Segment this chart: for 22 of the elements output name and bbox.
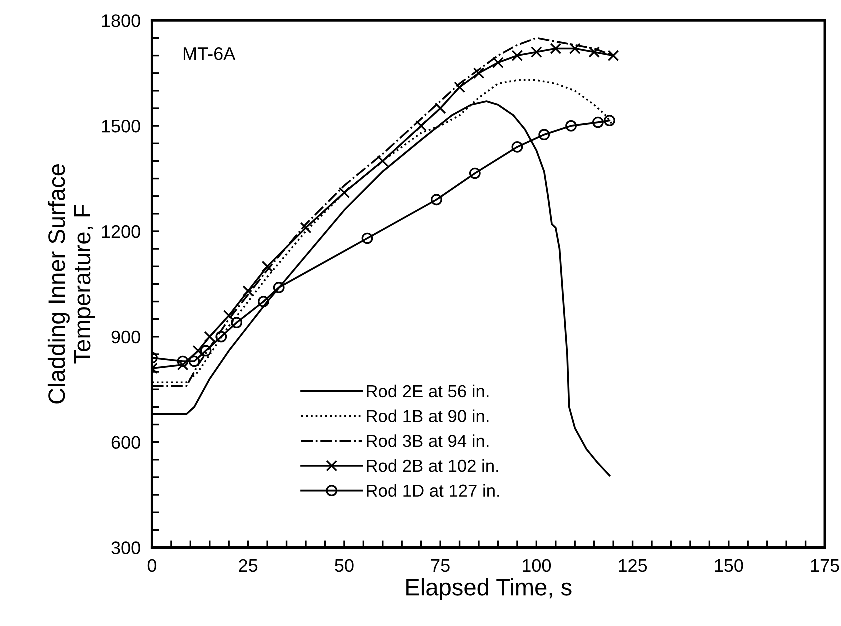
x-tick-label: 50 [335,559,354,572]
y-tick-label: 1200 [102,225,140,238]
x-tick-label: 25 [239,559,258,572]
legend-label: Rod 1D at 127 in. [367,484,500,498]
legend-label: Rod 3B at 94 in. [367,434,489,448]
x-tick-label: 175 [811,560,840,572]
y-axis-title: Cladding Inner Surface Temperature, F [48,164,96,404]
legend-label: Rod 2E at 56 in. [367,384,489,398]
y-tick-label: 600 [112,436,140,450]
x-tick-label: 75 [431,560,450,572]
annotation: MT-6A [184,47,236,60]
x-tick-label: 150 [715,559,744,572]
legend-label: Rod 1B at 90 in. [367,410,489,422]
y-tick-label: 1800 [102,14,140,28]
y-tick-label: 300 [112,542,140,554]
y-tick-label: 900 [112,330,140,344]
x-tick-label: 100 [522,559,552,572]
x-axis-title: Elapsed Time, s [406,578,572,600]
x-tick-label: 0 [148,559,157,572]
y-tick-label: 1500 [102,120,140,133]
x-tick-label: 125 [619,559,648,572]
legend-label: Rod 2B at 102 in. [367,459,498,472]
